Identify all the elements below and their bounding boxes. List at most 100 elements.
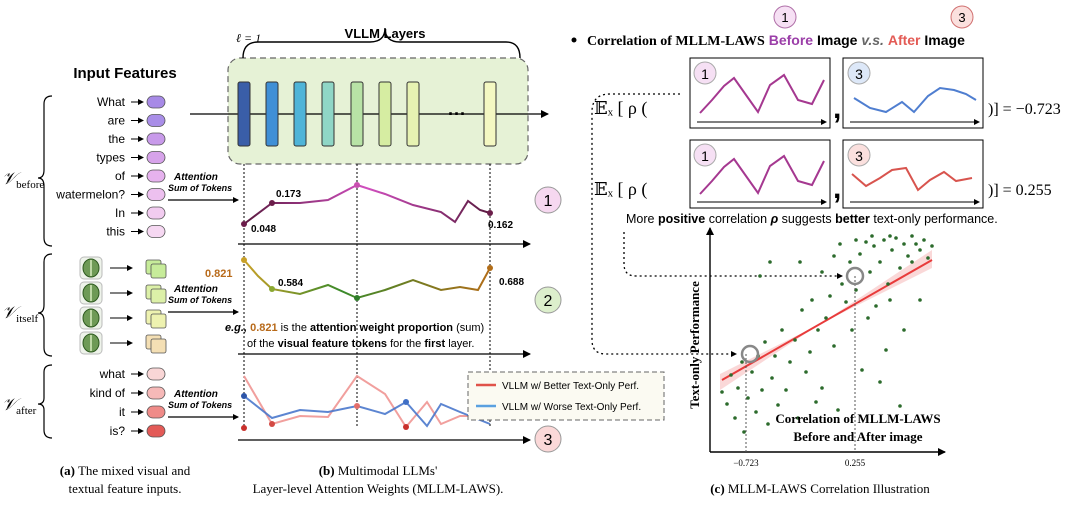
scatter-point — [804, 370, 808, 374]
before-token — [146, 206, 166, 220]
before-token — [146, 95, 166, 109]
scatter-point — [754, 410, 758, 414]
before-token — [146, 225, 166, 238]
group-before-label: 𝒱before — [2, 169, 44, 191]
visual-token — [150, 313, 167, 329]
header-marker-3: 3 — [950, 5, 974, 29]
input-features-title: Input Features — [73, 65, 176, 82]
before-token — [146, 114, 166, 127]
scatter-point — [736, 386, 740, 390]
series-2-point — [269, 286, 275, 292]
eq2-comma: , — [833, 172, 841, 205]
series-3-point — [403, 424, 409, 430]
scatter-point — [854, 238, 858, 242]
scatter-point — [824, 316, 828, 320]
svg-text:Attention: Attention — [173, 172, 218, 183]
scatter-point — [820, 270, 824, 274]
svg-text:Sum of Tokens: Sum of Tokens — [168, 183, 232, 193]
scatter-point — [840, 282, 844, 286]
scatter-point — [872, 244, 876, 248]
scatter-point — [844, 300, 848, 304]
layer-block — [350, 81, 364, 147]
scatter-point — [746, 396, 750, 400]
visual-token — [150, 288, 167, 304]
scatter-point — [918, 298, 922, 302]
scatter-point — [800, 308, 804, 312]
scatter-point — [832, 254, 836, 258]
series-2-value-first: 0.821 — [205, 268, 233, 280]
layer-block — [293, 81, 307, 147]
scatter-point — [773, 354, 777, 358]
eq2-before-line — [699, 154, 825, 196]
svg-text:3: 3 — [855, 148, 863, 164]
before-word: of — [115, 169, 126, 183]
before-word: types — [96, 151, 125, 165]
scatter-point — [866, 316, 870, 320]
x-tick-high: 0.255 — [845, 458, 866, 468]
equation-2-prefix: 𝔼ₓ [ ρ ( — [594, 179, 647, 200]
svg-text:1: 1 — [701, 66, 709, 82]
scatter-point — [766, 422, 770, 426]
series-1-value-second: 0.173 — [276, 189, 301, 200]
scatter-point — [914, 242, 918, 246]
eq2-after-line — [851, 166, 973, 192]
layer-block — [378, 81, 392, 147]
legend-box — [467, 371, 665, 421]
scatter-point — [788, 360, 792, 364]
svg-text:Sum of Tokens: Sum of Tokens — [168, 295, 232, 305]
after-word: what — [99, 367, 126, 381]
series-1-points — [241, 182, 493, 227]
highlight-point-low — [740, 344, 760, 364]
scatter-point — [810, 298, 814, 302]
eq1-comma: , — [833, 92, 841, 125]
caption-c: (c) MLLM-LAWS Correlation Illustration — [710, 481, 930, 496]
before-token — [146, 132, 166, 146]
scatter-point — [886, 282, 890, 286]
scatter-point — [808, 350, 812, 354]
before-word: this — [106, 225, 125, 239]
layer-ellipsis: ··· — [448, 104, 466, 124]
series-2-line — [243, 259, 491, 300]
scatter-point — [910, 260, 914, 264]
before-word: watermelon? — [55, 188, 125, 202]
layer-block — [265, 81, 279, 147]
scatter-point — [720, 390, 724, 394]
eq1-after-line — [853, 86, 977, 114]
header-marker-1: 1 — [773, 5, 797, 29]
after-token — [146, 405, 166, 419]
series-1-value-last: 0.162 — [488, 220, 513, 231]
scatter-point — [776, 403, 780, 407]
series-3-point — [269, 421, 275, 427]
scatter-point — [888, 234, 892, 238]
scatter-point — [848, 260, 852, 264]
connector-eq2-to-point — [623, 232, 843, 279]
visual-token — [150, 338, 167, 354]
svg-text:Attention: Attention — [173, 284, 218, 295]
scatter-point — [918, 248, 922, 252]
layer-index-label: ℓ = 1 — [236, 31, 261, 45]
scatter-point — [894, 236, 898, 240]
scatter-point — [922, 238, 926, 242]
scatter-point — [820, 386, 824, 390]
scatter-point — [874, 304, 878, 308]
scatter-point — [926, 256, 930, 260]
after-token — [146, 367, 166, 381]
x-tick-low: −0.723 — [733, 458, 759, 468]
scatter-point — [770, 376, 774, 380]
scatter-point — [902, 242, 906, 246]
scatter-point — [742, 430, 746, 434]
scatter-point — [884, 348, 888, 352]
scatter-point — [816, 328, 820, 332]
series-1-line — [243, 183, 491, 225]
eq2-marker-3: 3 — [847, 143, 871, 167]
scatter-point — [796, 416, 800, 420]
vllm-layers-brace — [242, 27, 521, 59]
scatter-point — [793, 338, 797, 342]
scatter-point — [836, 408, 840, 412]
scatter-point — [760, 388, 764, 392]
series-1-value-first: 0.048 — [251, 224, 276, 235]
scatter-point — [832, 344, 836, 348]
series-3-point — [354, 403, 360, 409]
brace-itself — [37, 253, 53, 357]
layer-block — [237, 81, 251, 147]
